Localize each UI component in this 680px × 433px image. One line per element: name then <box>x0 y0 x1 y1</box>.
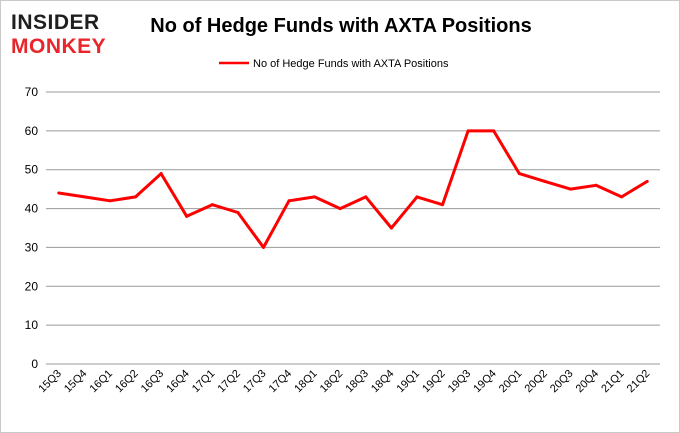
data-point <box>261 245 265 249</box>
data-point <box>620 195 624 199</box>
data-point <box>492 129 496 133</box>
x-tick-label: 18Q4 <box>369 368 397 396</box>
x-tick-label: 18Q3 <box>343 368 371 396</box>
data-point <box>645 179 649 183</box>
series-group <box>57 129 649 249</box>
data-point <box>543 179 547 183</box>
x-tick-label: 16Q4 <box>164 368 192 396</box>
series-line <box>58 129 648 249</box>
data-point <box>236 210 240 214</box>
logo-line-2: MONKEY <box>11 35 106 57</box>
data-point <box>568 187 572 191</box>
gridlines <box>46 91 660 365</box>
x-tick-label: 16Q2 <box>113 368 141 396</box>
y-tick-label: 60 <box>25 124 39 138</box>
x-tick-label: 16Q1 <box>88 368 116 396</box>
y-tick-label: 30 <box>25 240 39 254</box>
chart-title: No of Hedge Funds with AXTA Positions <box>150 15 532 37</box>
data-point <box>441 203 445 207</box>
data-point <box>210 203 214 207</box>
y-tick-label: 20 <box>25 279 39 293</box>
legend: No of Hedge Funds with AXTA Positions <box>219 58 449 70</box>
data-point <box>287 199 291 203</box>
x-tick-label: 20Q1 <box>497 368 525 396</box>
x-tick-label: 19Q4 <box>471 368 499 396</box>
data-point <box>338 207 342 211</box>
x-tick-label: 20Q4 <box>574 368 602 396</box>
data-point <box>594 183 598 187</box>
x-axis-ticks: 15Q315Q416Q116Q216Q316Q417Q117Q217Q317Q4… <box>36 368 652 396</box>
x-tick-label: 19Q2 <box>420 368 448 396</box>
y-tick-label: 40 <box>25 202 39 216</box>
x-tick-label: 17Q4 <box>267 368 295 396</box>
data-point <box>185 214 189 218</box>
x-tick-label: 21Q2 <box>625 368 653 396</box>
x-tick-label: 16Q3 <box>139 368 167 396</box>
x-tick-label: 19Q1 <box>395 368 423 396</box>
x-tick-label: 17Q3 <box>241 368 269 396</box>
x-tick-label: 18Q1 <box>292 368 320 396</box>
y-tick-label: 70 <box>25 85 39 99</box>
y-tick-label: 50 <box>25 163 39 177</box>
x-tick-label: 20Q2 <box>522 368 550 396</box>
data-point <box>415 195 419 199</box>
data-point <box>134 195 138 199</box>
insider-monkey-logo: INSIDER MONKEY <box>11 11 106 57</box>
x-tick-label: 20Q3 <box>548 368 576 396</box>
data-point <box>389 226 393 230</box>
data-point <box>313 195 317 199</box>
data-point <box>108 199 112 203</box>
data-point <box>159 172 163 176</box>
x-tick-label: 15Q3 <box>36 368 64 396</box>
x-tick-label: 18Q2 <box>318 368 346 396</box>
y-tick-label: 0 <box>31 357 38 371</box>
data-point <box>82 195 86 199</box>
x-tick-label: 21Q1 <box>599 368 627 396</box>
x-tick-label: 19Q3 <box>446 368 474 396</box>
data-point <box>466 129 470 133</box>
logo-line-1: INSIDER <box>11 11 100 34</box>
x-tick-label: 17Q2 <box>215 368 243 396</box>
y-tick-label: 10 <box>25 318 39 332</box>
y-axis-ticks: 0 10 20 30 40 50 60 70 <box>25 85 39 371</box>
data-point <box>364 195 368 199</box>
x-tick-label: 15Q4 <box>62 368 90 396</box>
legend-label: No of Hedge Funds with AXTA Positions <box>253 58 449 70</box>
x-tick-label: 17Q1 <box>190 368 218 396</box>
data-point <box>517 172 521 176</box>
data-point <box>57 191 61 195</box>
